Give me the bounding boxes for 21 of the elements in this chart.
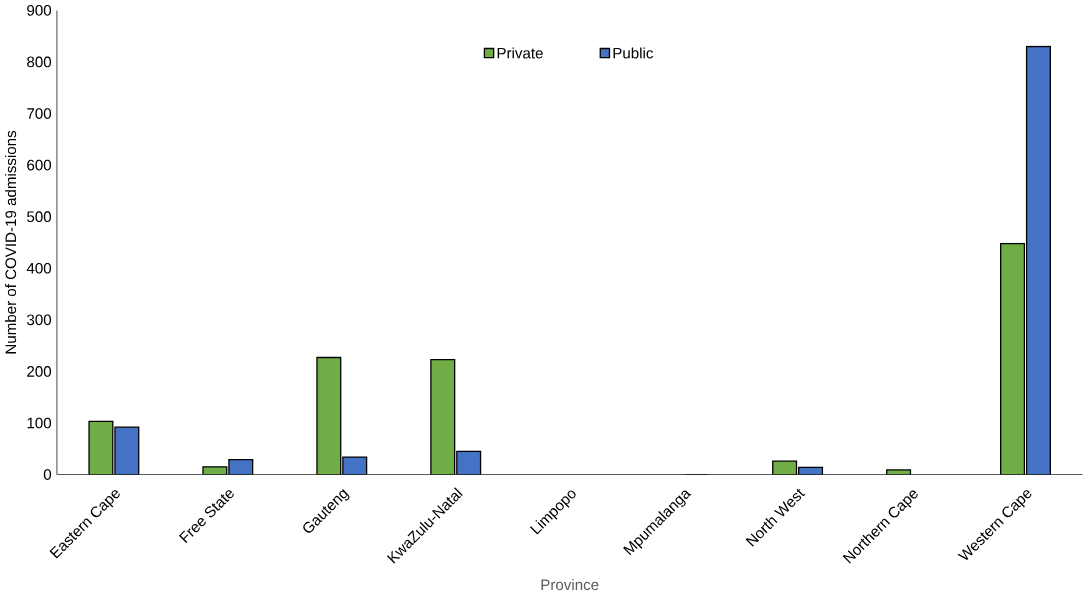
y-tick-label: 400 (26, 262, 52, 274)
x-axis-title: Province (541, 578, 599, 591)
y-tick-label: 300 (27, 314, 52, 326)
y-tick-label: 900 (27, 4, 52, 16)
bar (1025, 45, 1051, 475)
legend-label: Private (497, 47, 543, 59)
y-tick-label: 200 (27, 365, 52, 377)
y-tick-label: 600 (27, 159, 52, 171)
y-tick-label: 0 (43, 469, 52, 480)
bar (456, 450, 482, 475)
bar (88, 420, 114, 475)
y-tick-label: 100 (27, 417, 52, 429)
bar (430, 358, 456, 475)
y-tick-label: 500 (27, 211, 52, 222)
y-tick-label: 800 (27, 56, 52, 68)
y-tick-label: 700 (27, 108, 52, 119)
legend-label: Public (613, 47, 654, 59)
bar (316, 356, 342, 475)
y-axis-title: Number of COVID-19 admissions (5, 130, 17, 354)
bar (114, 426, 140, 475)
bar (1000, 242, 1026, 475)
